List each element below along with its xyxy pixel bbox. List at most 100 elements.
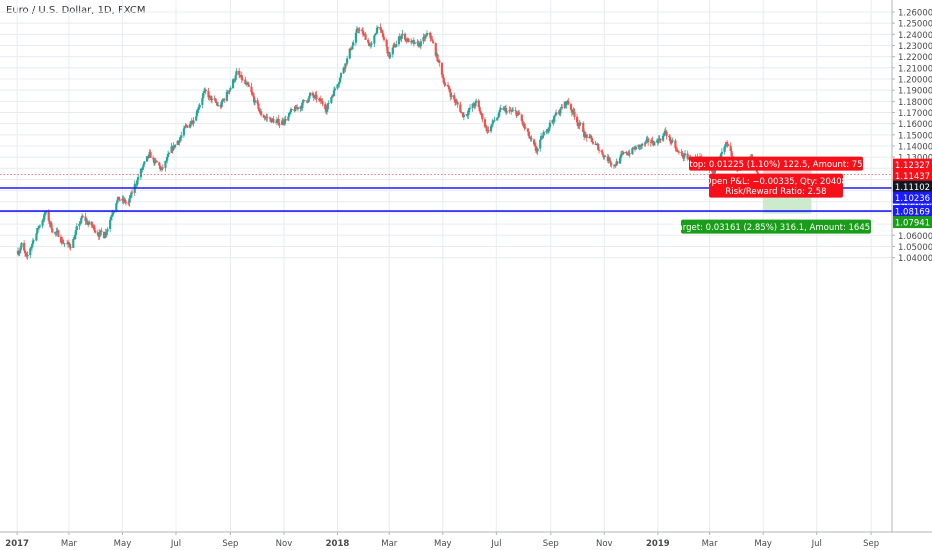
candle-body (444, 84, 447, 86)
candle (31, 237, 35, 248)
candle-body (729, 145, 732, 152)
price-axis[interactable]: 1.040001.050001.060001.070001.080001.090… (891, 0, 932, 532)
candle-body (541, 135, 544, 139)
candle (137, 173, 140, 182)
candle-body (674, 140, 677, 149)
candle-body (18, 250, 21, 254)
price-label-box (893, 158, 932, 171)
candle-body (441, 74, 444, 78)
candle-body (252, 94, 255, 97)
candle (202, 88, 206, 97)
candle (683, 150, 687, 157)
candle-body (164, 161, 167, 168)
candle (515, 110, 518, 119)
candle-body (472, 103, 475, 105)
time-tick-label: 2018 (326, 539, 350, 549)
candle (553, 115, 556, 124)
candle-body (130, 192, 133, 198)
candle (395, 40, 398, 47)
candle (578, 120, 581, 130)
candle (609, 159, 612, 167)
candle-body (422, 36, 425, 42)
candle-body (730, 151, 733, 157)
candle-body (557, 112, 560, 114)
candle-body (683, 155, 686, 159)
candle-body (547, 129, 550, 132)
candle (483, 117, 487, 129)
candle-body (284, 119, 287, 121)
candle-body (677, 151, 681, 153)
candle (443, 79, 446, 88)
candle-body (429, 33, 432, 39)
price-tick-label: 1.05000 (898, 243, 932, 253)
candle-body (137, 177, 140, 180)
candle (438, 59, 441, 67)
pnl-label: Open P&L: −0.00335, Qty: 20408Risk/Rewar… (705, 173, 847, 198)
candle (547, 127, 551, 133)
time-axis[interactable]: 2017 Mar May Jul Sep Nov 2018 Mar May Jul Sep Nov 20… (0, 531, 932, 549)
candle (516, 114, 519, 117)
candle (455, 98, 458, 103)
candle (582, 121, 585, 133)
candle-body (370, 43, 373, 45)
candle-body (139, 169, 142, 178)
candle-body (277, 118, 280, 125)
candle (523, 122, 526, 131)
candle-body (127, 202, 130, 204)
price-tick-label: 1.06000 (898, 232, 932, 242)
candle-body (670, 140, 673, 143)
candle (429, 31, 432, 42)
candle-body (644, 142, 647, 144)
candle-body (142, 164, 145, 168)
candle-body (526, 128, 530, 132)
time-tick-label: Sep (543, 539, 559, 549)
time-tick-label: Jul (490, 539, 501, 549)
candle-body (713, 168, 716, 173)
price-tick-label: 1.04000 (898, 254, 932, 264)
candle-body (354, 32, 358, 43)
candle-body (597, 149, 601, 151)
candle-body (367, 39, 370, 43)
candle (164, 160, 167, 172)
candle (166, 150, 170, 158)
candle-body (228, 90, 231, 93)
candle-body (712, 172, 715, 174)
candle (38, 224, 42, 228)
candle (369, 42, 372, 49)
candle-body (129, 197, 132, 199)
candle-body (432, 41, 435, 44)
candle (283, 116, 286, 126)
time-tick-label: Jul (170, 539, 181, 549)
candle-body (106, 229, 109, 232)
candle (567, 97, 570, 106)
candle (104, 228, 107, 239)
candle-body (332, 90, 336, 97)
candle-body (518, 112, 521, 115)
candle (441, 70, 444, 79)
candle-body (233, 80, 236, 81)
candle (468, 107, 471, 116)
candle (419, 38, 422, 50)
candle-body (348, 48, 351, 59)
candle-body (389, 54, 392, 58)
candle (240, 71, 243, 84)
candle-body (579, 123, 582, 124)
candle (20, 241, 23, 249)
candle-body (382, 33, 385, 38)
candle (518, 109, 521, 115)
candle-body (111, 213, 114, 215)
rr-label-text: Risk/Reward Ratio: 2.58 (725, 187, 826, 197)
candle-body (612, 164, 616, 166)
candle-body (72, 238, 75, 248)
candle-body (382, 37, 386, 40)
time-tick-label: Jul (811, 539, 822, 549)
candle-body (202, 93, 205, 99)
candle-body (264, 117, 267, 119)
candle-body (135, 184, 138, 186)
candle-body (530, 138, 533, 140)
candle-body (342, 67, 345, 74)
candle-body (141, 167, 144, 170)
candle (560, 104, 563, 109)
candle (81, 214, 85, 218)
